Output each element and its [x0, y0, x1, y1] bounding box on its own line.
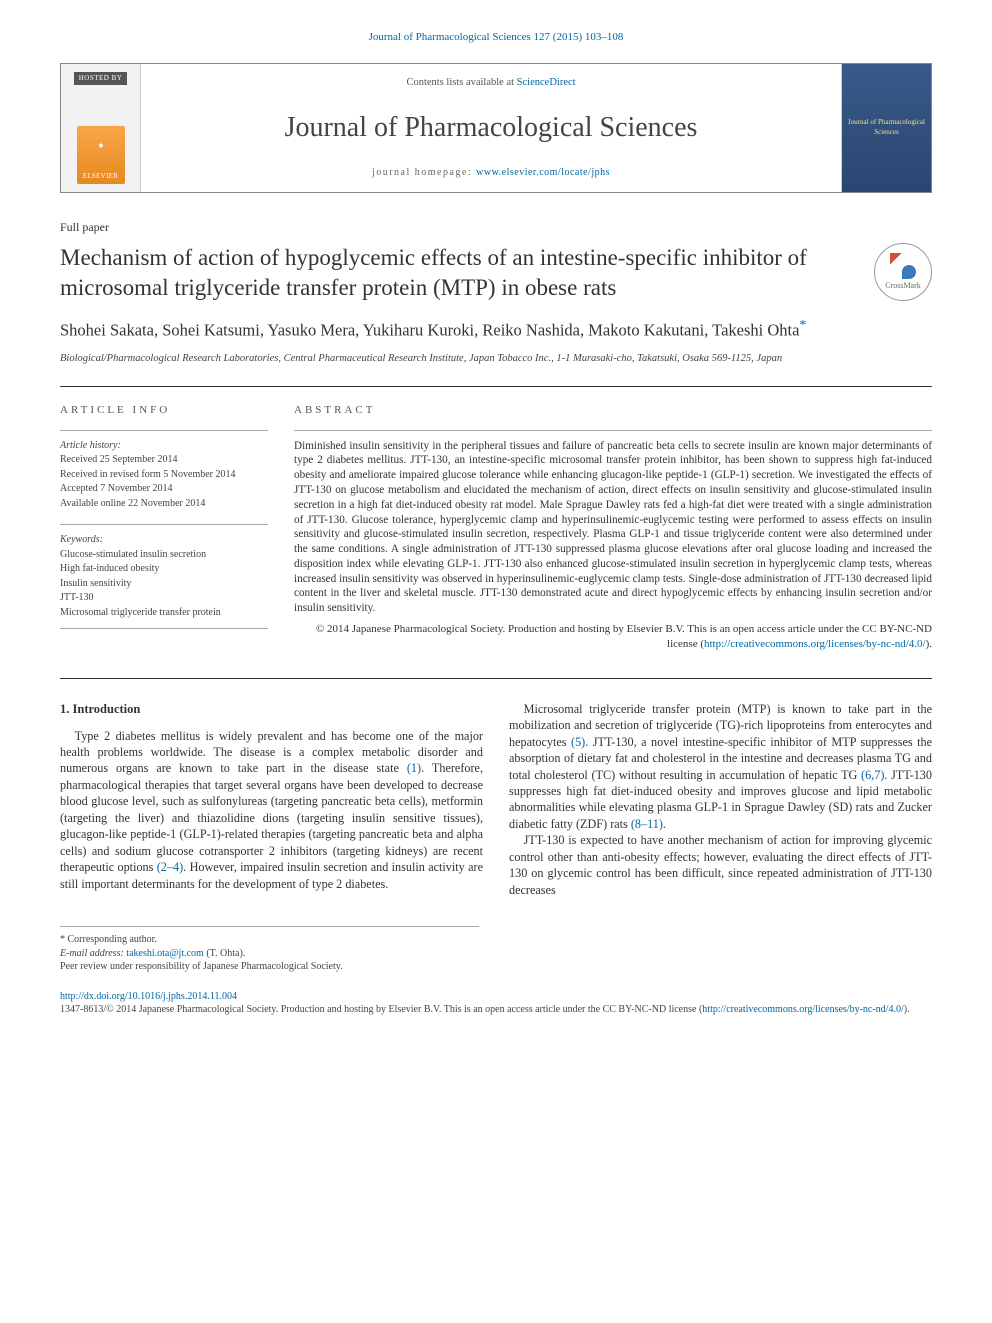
license-link-bottom[interactable]: http://creativecommons.org/licenses/by-n… — [702, 1004, 903, 1015]
abstract-col: ABSTRACT Diminished insulin sensitivity … — [294, 403, 932, 652]
citation-link[interactable]: (2–4) — [157, 860, 183, 874]
date-online: Available online 22 November 2014 — [60, 497, 268, 511]
page-footer: http://dx.doi.org/10.1016/j.jphs.2014.11… — [60, 990, 932, 1017]
article-history: Article history: Received 25 September 2… — [60, 430, 268, 511]
masthead-center: Contents lists available at ScienceDirec… — [141, 64, 841, 192]
author-list: Shohei Sakata, Sohei Katsumi, Yasuko Mer… — [60, 317, 932, 342]
citation-link[interactable]: (1) — [407, 761, 421, 775]
elsevier-logo-icon: ELSEVIER — [77, 126, 125, 184]
article-info-heading: ARTICLE INFO — [60, 403, 268, 418]
date-received: Received 25 September 2014 — [60, 453, 268, 467]
contents-prefix: Contents lists available at — [406, 77, 516, 88]
section-heading-intro: 1. Introduction — [60, 701, 483, 718]
abstract-text: Diminished insulin sensitivity in the pe… — [294, 430, 932, 616]
journal-reference: Journal of Pharmacological Sciences 127 … — [60, 30, 932, 45]
keywords-block: Keywords: Glucose-stimulated insulin sec… — [60, 524, 268, 629]
keywords-label: Keywords: — [60, 534, 103, 545]
keyword: Glucose-stimulated insulin secretion — [60, 548, 268, 562]
date-revised: Received in revised form 5 November 2014 — [60, 468, 268, 482]
email-label: E-mail address: — [60, 948, 126, 959]
crossmark-label: CrossMark — [885, 281, 921, 292]
keyword: Insulin sensitivity — [60, 577, 268, 591]
corresponding-author-footer: * Corresponding author. E-mail address: … — [60, 926, 479, 974]
citation-link[interactable]: (8–11) — [631, 817, 663, 831]
journal-masthead: HOSTED BY ELSEVIER Contents lists availa… — [60, 63, 932, 193]
sciencedirect-link[interactable]: ScienceDirect — [517, 77, 576, 88]
hosted-by-badge: HOSTED BY — [74, 72, 128, 85]
email-link[interactable]: takeshi.ota@jt.com — [126, 948, 204, 959]
crossmark-icon — [890, 253, 916, 279]
peer-review-note: Peer review under responsibility of Japa… — [60, 960, 479, 974]
doi-link[interactable]: http://dx.doi.org/10.1016/j.jphs.2014.11… — [60, 991, 237, 1002]
body-paragraph: Type 2 diabetes mellitus is widely preva… — [60, 728, 483, 893]
section-divider — [60, 678, 932, 679]
affiliation: Biological/Pharmacological Research Labo… — [60, 352, 932, 366]
article-info-col: ARTICLE INFO Article history: Received 2… — [60, 403, 268, 652]
keyword: Microsomal triglyceride transfer protein — [60, 606, 268, 620]
abstract-heading: ABSTRACT — [294, 403, 932, 418]
corresponding-mark: * — [799, 318, 806, 333]
close-paren: ). — [904, 1004, 910, 1015]
paper-title: Mechanism of action of hypoglycemic effe… — [60, 243, 856, 303]
keyword: JTT-130 — [60, 591, 268, 605]
publisher-panel: HOSTED BY ELSEVIER — [61, 64, 141, 192]
body-paragraph: JTT-130 is expected to have another mech… — [509, 832, 932, 898]
corr-author-label: * Corresponding author. — [60, 933, 479, 947]
email-suffix: (T. Ohta). — [204, 948, 245, 959]
body-text: 1. Introduction Type 2 diabetes mellitus… — [60, 701, 932, 899]
publisher-name: ELSEVIER — [83, 172, 118, 181]
keyword: High fat-induced obesity — [60, 562, 268, 576]
homepage-label: journal homepage: — [372, 167, 476, 178]
body-paragraph: Microsomal triglyceride transfer protein… — [509, 701, 932, 833]
author-names: Shohei Sakata, Sohei Katsumi, Yasuko Mer… — [60, 320, 799, 339]
article-type: Full paper — [60, 219, 932, 235]
issn-copyright: 1347-8613/© 2014 Japanese Pharmacologica… — [60, 1004, 702, 1015]
citation-link[interactable]: (5) — [571, 735, 585, 749]
copyright-close: ). — [926, 638, 932, 650]
date-accepted: Accepted 7 November 2014 — [60, 482, 268, 496]
crossmark-badge[interactable]: CrossMark — [874, 243, 932, 301]
homepage-line: journal homepage: www.elsevier.com/locat… — [151, 166, 831, 180]
citation-link[interactable]: (6,7) — [861, 768, 884, 782]
abstract-copyright: © 2014 Japanese Pharmacological Society.… — [294, 622, 932, 652]
license-link[interactable]: http://creativecommons.org/licenses/by-n… — [704, 638, 926, 650]
journal-title: Journal of Pharmacological Sciences — [151, 109, 831, 147]
homepage-link[interactable]: www.elsevier.com/locate/jphs — [476, 167, 610, 178]
history-label: Article history: — [60, 440, 121, 451]
journal-cover-thumb: Journal of Pharmacological Sciences — [841, 64, 931, 192]
contents-line: Contents lists available at ScienceDirec… — [151, 76, 831, 90]
